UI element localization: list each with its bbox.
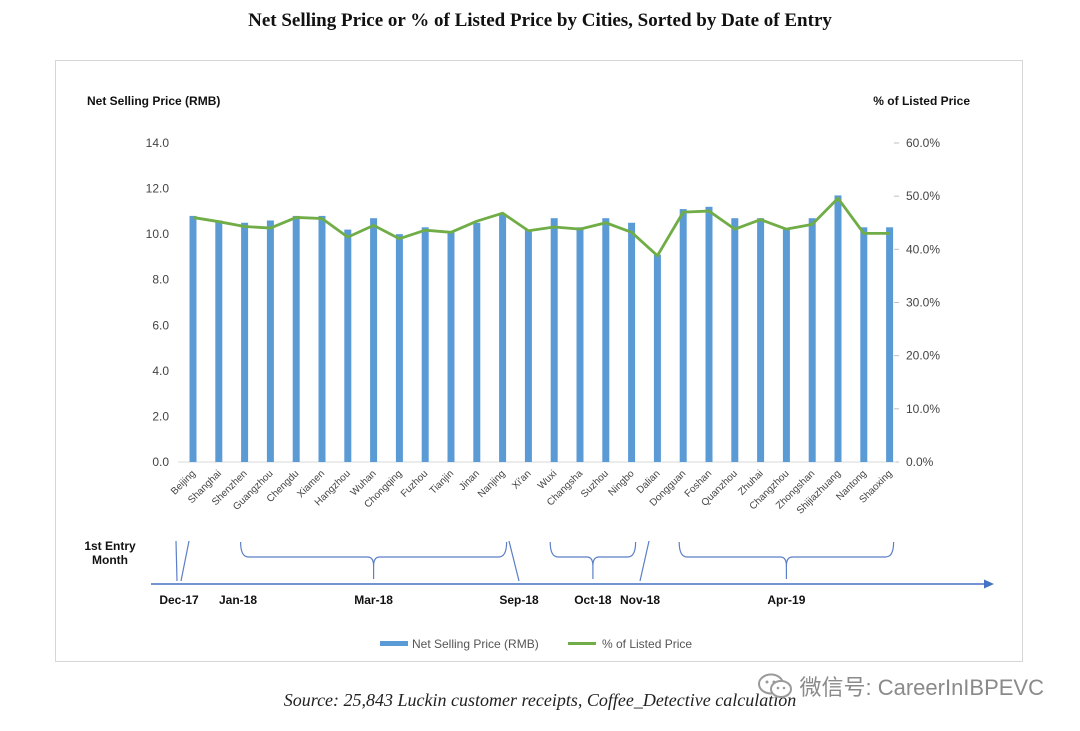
timeline-pointer — [180, 540, 190, 582]
y-axis-label: Net Selling Price (RMB) — [87, 94, 220, 108]
bar-zhongshan — [808, 218, 816, 462]
timeline-month-label: Dec-17 — [159, 593, 199, 607]
y-tick-label: 12.0 — [146, 182, 170, 196]
bar-fuzhou — [421, 227, 429, 462]
y2-axis-ticks: 0.0% 10.0% 20.0% 30.0% 40.0% 50.0% 60.0% — [894, 136, 940, 469]
x-tick-label: Fuzhou — [399, 468, 430, 499]
chart-title: Net Selling Price or % of Listed Price b… — [248, 10, 832, 31]
bar-foshan — [705, 206, 713, 462]
y-tick-label: 14.0 — [146, 136, 170, 150]
timeline-arrowhead — [984, 579, 994, 589]
line-series — [192, 196, 890, 258]
legend-bar-label: Net Selling Price (RMB) — [412, 637, 539, 651]
bar-wuxi — [550, 218, 558, 462]
timeline-pointer — [508, 540, 520, 582]
bar-dalian — [653, 254, 661, 462]
bar-quanzhou — [731, 218, 739, 462]
bar-shenzhen — [241, 222, 249, 462]
y-tick-label: 0.0 — [152, 455, 169, 469]
y2-tick-label: 30.0% — [906, 296, 940, 310]
bar-changzhou — [782, 229, 790, 462]
bar-tianjin — [447, 231, 455, 462]
timeline-bracket — [240, 541, 508, 567]
y2-axis-label: % of Listed Price — [873, 94, 970, 108]
bar-xiamen — [318, 215, 326, 462]
y2-tick-label: 20.0% — [906, 349, 940, 363]
y2-tick-label: 50.0% — [906, 189, 940, 203]
bar-nantong — [860, 227, 868, 462]
timeline-pointer — [639, 540, 650, 582]
y2-tick-label: 10.0% — [906, 402, 940, 416]
bar-ningbo — [628, 222, 636, 462]
bar-shijiazhuang — [834, 195, 842, 462]
x-tick-label: Wuxi — [536, 468, 559, 491]
wechat-icon — [757, 673, 793, 699]
timeline-pointer — [175, 540, 178, 582]
bar-zhuhai — [757, 218, 765, 462]
y2-tick-label: 40.0% — [906, 242, 940, 256]
bar-dongguan — [679, 209, 687, 462]
bar-chongqing — [395, 234, 403, 462]
timeline-label: 1st Entry Month — [84, 539, 136, 567]
timeline-month-label: Jan-18 — [219, 593, 257, 607]
watermark-text: 微信号: CareerInIBPEVC — [799, 675, 1044, 700]
timeline-month-label: Mar-18 — [354, 593, 393, 607]
y-tick-label: 8.0 — [152, 273, 169, 287]
timeline-month-label: Sep-18 — [499, 593, 539, 607]
bar-chengdu — [292, 215, 300, 462]
timeline-month-label: Apr-19 — [767, 593, 805, 607]
y-tick-label: 4.0 — [152, 364, 169, 378]
y-tick-label: 6.0 — [152, 318, 169, 332]
bar-guangzhou — [266, 220, 274, 462]
bar-nanjing — [499, 213, 507, 462]
bar-changsha — [576, 227, 584, 462]
timeline-label-line1: 1st Entry — [84, 539, 136, 553]
x-axis-ticks: BeijingShanghaiShenzhenGuangzhouChengduX… — [169, 468, 895, 517]
bar-series — [189, 195, 894, 462]
x-tick-label: Tianjin — [428, 468, 456, 496]
x-tick-label: Xi'an — [510, 468, 533, 491]
timeline-groups: Dec-17 Jan-18 Mar-18 Sep-18 Oct-18 Nov-18 Apr-… — [159, 540, 895, 607]
watermark: 微信号: CareerInIBPEVC — [757, 670, 1044, 702]
bar-xian — [524, 229, 532, 462]
y-tick-label: 2.0 — [152, 409, 169, 423]
x-tick-label: Ningbo — [607, 468, 637, 498]
legend-line-label: % of Listed Price — [602, 637, 692, 651]
percent-line — [192, 196, 890, 258]
bar-beijing — [189, 215, 197, 462]
bar-hangzhou — [344, 229, 352, 462]
bar-suzhou — [602, 218, 610, 462]
bar-shaoxing — [886, 227, 894, 462]
bar-jinan — [473, 222, 481, 462]
chart-svg: Net Selling Price (RMB) % of Listed Pric… — [84, 94, 994, 651]
timeline-label-line2: Month — [92, 553, 128, 567]
x-tick-label: Nanjing — [476, 468, 508, 500]
chart-panel: Net Selling Price (RMB) % of Listed Pric… — [55, 60, 1023, 662]
y2-tick-label: 60.0% — [906, 136, 940, 150]
y-axis-ticks: 0.0 2.0 4.0 6.0 8.0 10.0 12.0 14.0 — [146, 136, 170, 469]
legend: Net Selling Price (RMB) % of Listed Pric… — [380, 637, 692, 651]
y-tick-label: 10.0 — [146, 227, 170, 241]
timeline-bracket — [678, 541, 895, 567]
timeline-month-label: Nov-18 — [620, 593, 660, 607]
timeline-bracket — [549, 541, 637, 567]
source-note: Source: 25,843 Luckin customer receipts,… — [283, 690, 797, 710]
timeline-month-label: Oct-18 — [574, 593, 612, 607]
legend-bar-swatch — [380, 641, 408, 646]
bar-wuhan — [370, 218, 378, 462]
y2-tick-label: 0.0% — [906, 455, 934, 469]
x-tick-label: Suzhou — [579, 468, 611, 500]
bar-shanghai — [215, 220, 223, 462]
